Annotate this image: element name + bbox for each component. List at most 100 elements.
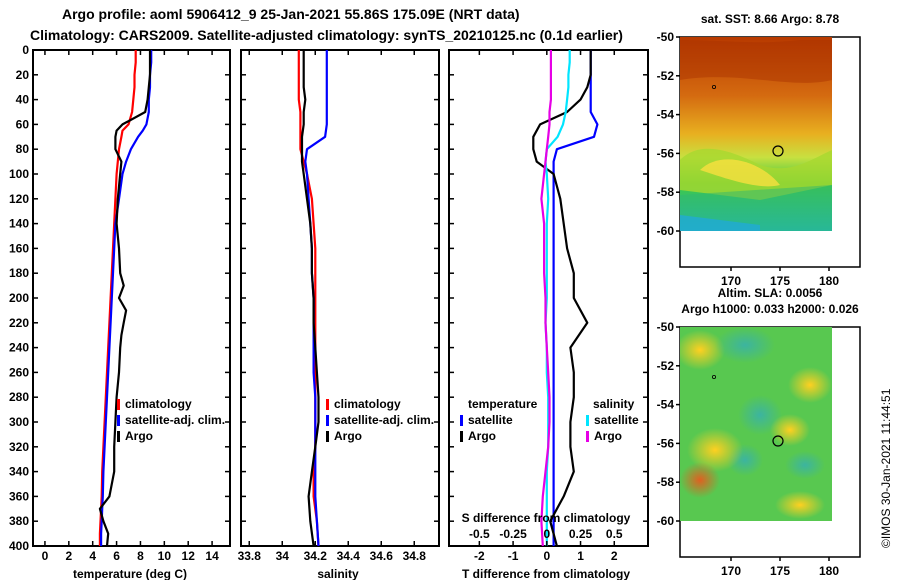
y-tick-label: 60 bbox=[16, 117, 30, 131]
legend-swatch-climatology bbox=[117, 399, 120, 410]
legend-label-argo: Argo bbox=[334, 429, 362, 443]
legend-swatch-argo bbox=[326, 431, 329, 442]
difference-xlabel: T difference from climatology bbox=[462, 567, 630, 580]
legend-swatch-satellite-adj bbox=[117, 415, 120, 426]
series-line-satellite-adj-clim- bbox=[99, 50, 153, 546]
x-tick-label: 4 bbox=[89, 549, 96, 563]
temperature-panel: 0204060801001201401601802002202402602803… bbox=[9, 43, 231, 580]
legend-swatch-t-argo bbox=[460, 431, 463, 442]
lat-tick-label: -60 bbox=[657, 514, 675, 528]
y-tick-label: 240 bbox=[9, 341, 29, 355]
legend-swatch-climatology bbox=[326, 399, 329, 410]
sla-map-image bbox=[680, 327, 832, 521]
sla-map-title-line1: Altim. SLA: 0.0056 bbox=[718, 286, 823, 300]
x-tick-label: 2 bbox=[65, 549, 72, 563]
y-tick-label: 320 bbox=[9, 440, 29, 454]
difference-panel: -2 -1 0 1 2 -0.5 -0.25 0 0.25 0.5 T difference fr… bbox=[448, 49, 649, 580]
x2-tick-label: 0.25 bbox=[569, 527, 593, 541]
y-tick-label: 220 bbox=[9, 316, 29, 330]
y-tick-label: 140 bbox=[9, 217, 29, 231]
legend-swatch-satellite-adj bbox=[326, 415, 329, 426]
series-line-temperature-argo bbox=[532, 50, 592, 546]
sla-map-axes: -50 -52 -54 -56 -58 -60 170 175 180 bbox=[657, 320, 840, 578]
lat-tick-label: -58 bbox=[657, 185, 675, 199]
temperature-series bbox=[98, 50, 153, 546]
salinity-series bbox=[297, 50, 328, 546]
x-tick-label: 0 bbox=[42, 549, 49, 563]
sst-profile-location-marker bbox=[772, 145, 784, 157]
sla-high-anomaly bbox=[680, 330, 725, 370]
legend-head-salinity: salinity bbox=[593, 397, 635, 411]
salinity-plot-frame bbox=[240, 49, 440, 547]
series-line-temperature-satellite bbox=[552, 50, 599, 546]
y-tick-label: 40 bbox=[16, 93, 30, 107]
difference-series bbox=[532, 50, 599, 546]
lat-tick-label: -60 bbox=[657, 224, 675, 238]
lon-tick-label: 180 bbox=[819, 564, 839, 578]
y-tick-label: 20 bbox=[16, 68, 30, 82]
y-tick-label: 400 bbox=[9, 539, 29, 553]
y-tick-label: 100 bbox=[9, 167, 29, 181]
sst-previous-profile-marker bbox=[712, 85, 717, 90]
lon-tick-label: 175 bbox=[770, 564, 790, 578]
x-tick-label: 14 bbox=[205, 549, 219, 563]
y-tick-label: 200 bbox=[9, 291, 29, 305]
lat-tick-label: -56 bbox=[657, 146, 675, 160]
series-line-salinity-argo bbox=[540, 50, 553, 546]
y-tick-label: 180 bbox=[9, 266, 29, 280]
legend-label-s-satellite: satellite bbox=[594, 413, 639, 427]
x-tick-label: 6 bbox=[113, 549, 120, 563]
x-tick-label: 2 bbox=[611, 549, 618, 563]
difference-x2label: S difference from climatology bbox=[462, 511, 631, 525]
y-tick-label: 0 bbox=[22, 43, 29, 57]
salinity-panel: 33.8 34 34.2 34.4 34.6 34.8 salinity climatol… bbox=[238, 49, 440, 580]
series-line-argo bbox=[300, 50, 320, 546]
lon-tick-label: 175 bbox=[770, 274, 790, 288]
x-tick-label: -2 bbox=[474, 549, 485, 563]
sla-low-anomaly bbox=[715, 327, 775, 363]
temperature-axes: 0204060801001201401601802002202402602803… bbox=[9, 43, 230, 563]
x2-tick-label: 0.5 bbox=[606, 527, 623, 541]
legend-label-satellite-adj: satellite-adj. clim. bbox=[334, 413, 434, 427]
x-tick-label: 34.2 bbox=[304, 549, 328, 563]
legend-label-t-argo: Argo bbox=[468, 429, 496, 443]
y-tick-label: 260 bbox=[9, 365, 29, 379]
y-tick-label: 340 bbox=[9, 465, 29, 479]
difference-legend: temperature satellite Argo salinity sate… bbox=[460, 397, 639, 443]
legend-label-t-satellite: satellite bbox=[468, 413, 513, 427]
lat-tick-label: -58 bbox=[657, 475, 675, 489]
sla-map: Altim. SLA: 0.0056 Argo h1000: 0.033 h20… bbox=[657, 286, 861, 578]
salinity-axes: 33.8 34 34.2 34.4 34.6 34.8 bbox=[238, 49, 439, 563]
sla-high-anomaly bbox=[770, 414, 810, 446]
series-line-climatology bbox=[98, 50, 137, 546]
x2-tick-label: -0.25 bbox=[499, 527, 527, 541]
lat-tick-label: -56 bbox=[657, 436, 675, 450]
sla-profile-location-marker bbox=[772, 435, 784, 447]
y-tick-label: 280 bbox=[9, 390, 29, 404]
imos-credit: ©IMOS 30-Jan-2021 11:44:51 bbox=[879, 388, 893, 548]
x-tick-label: 10 bbox=[158, 549, 172, 563]
x-tick-label: 0 bbox=[543, 549, 550, 563]
x-tick-label: 34.4 bbox=[337, 549, 361, 563]
x-tick-label: 8 bbox=[137, 549, 144, 563]
legend-head-temperature: temperature bbox=[468, 397, 538, 411]
y-tick-label: 300 bbox=[9, 415, 29, 429]
x-tick-label: 34.8 bbox=[403, 549, 427, 563]
salinity-legend: climatology satellite-adj. clim. Argo bbox=[326, 397, 434, 443]
x-tick-label: -1 bbox=[508, 549, 519, 563]
lon-tick-label: 170 bbox=[721, 564, 741, 578]
y-tick-label: 80 bbox=[16, 142, 30, 156]
sla-low-anomaly bbox=[738, 395, 782, 435]
legend-label-satellite-adj: satellite-adj. clim. bbox=[125, 413, 225, 427]
legend-label-argo: Argo bbox=[125, 429, 153, 443]
y-tick-label: 120 bbox=[9, 192, 29, 206]
sst-warm-eddy bbox=[700, 159, 780, 187]
sla-peak-anomaly bbox=[680, 462, 720, 498]
lat-tick-label: -50 bbox=[657, 320, 675, 334]
y-tick-label: 160 bbox=[9, 241, 29, 255]
x-tick-label: 1 bbox=[577, 549, 584, 563]
x-tick-label: 34.6 bbox=[370, 549, 394, 563]
sla-low-anomaly bbox=[785, 451, 825, 479]
sla-high-anomaly bbox=[788, 367, 832, 403]
